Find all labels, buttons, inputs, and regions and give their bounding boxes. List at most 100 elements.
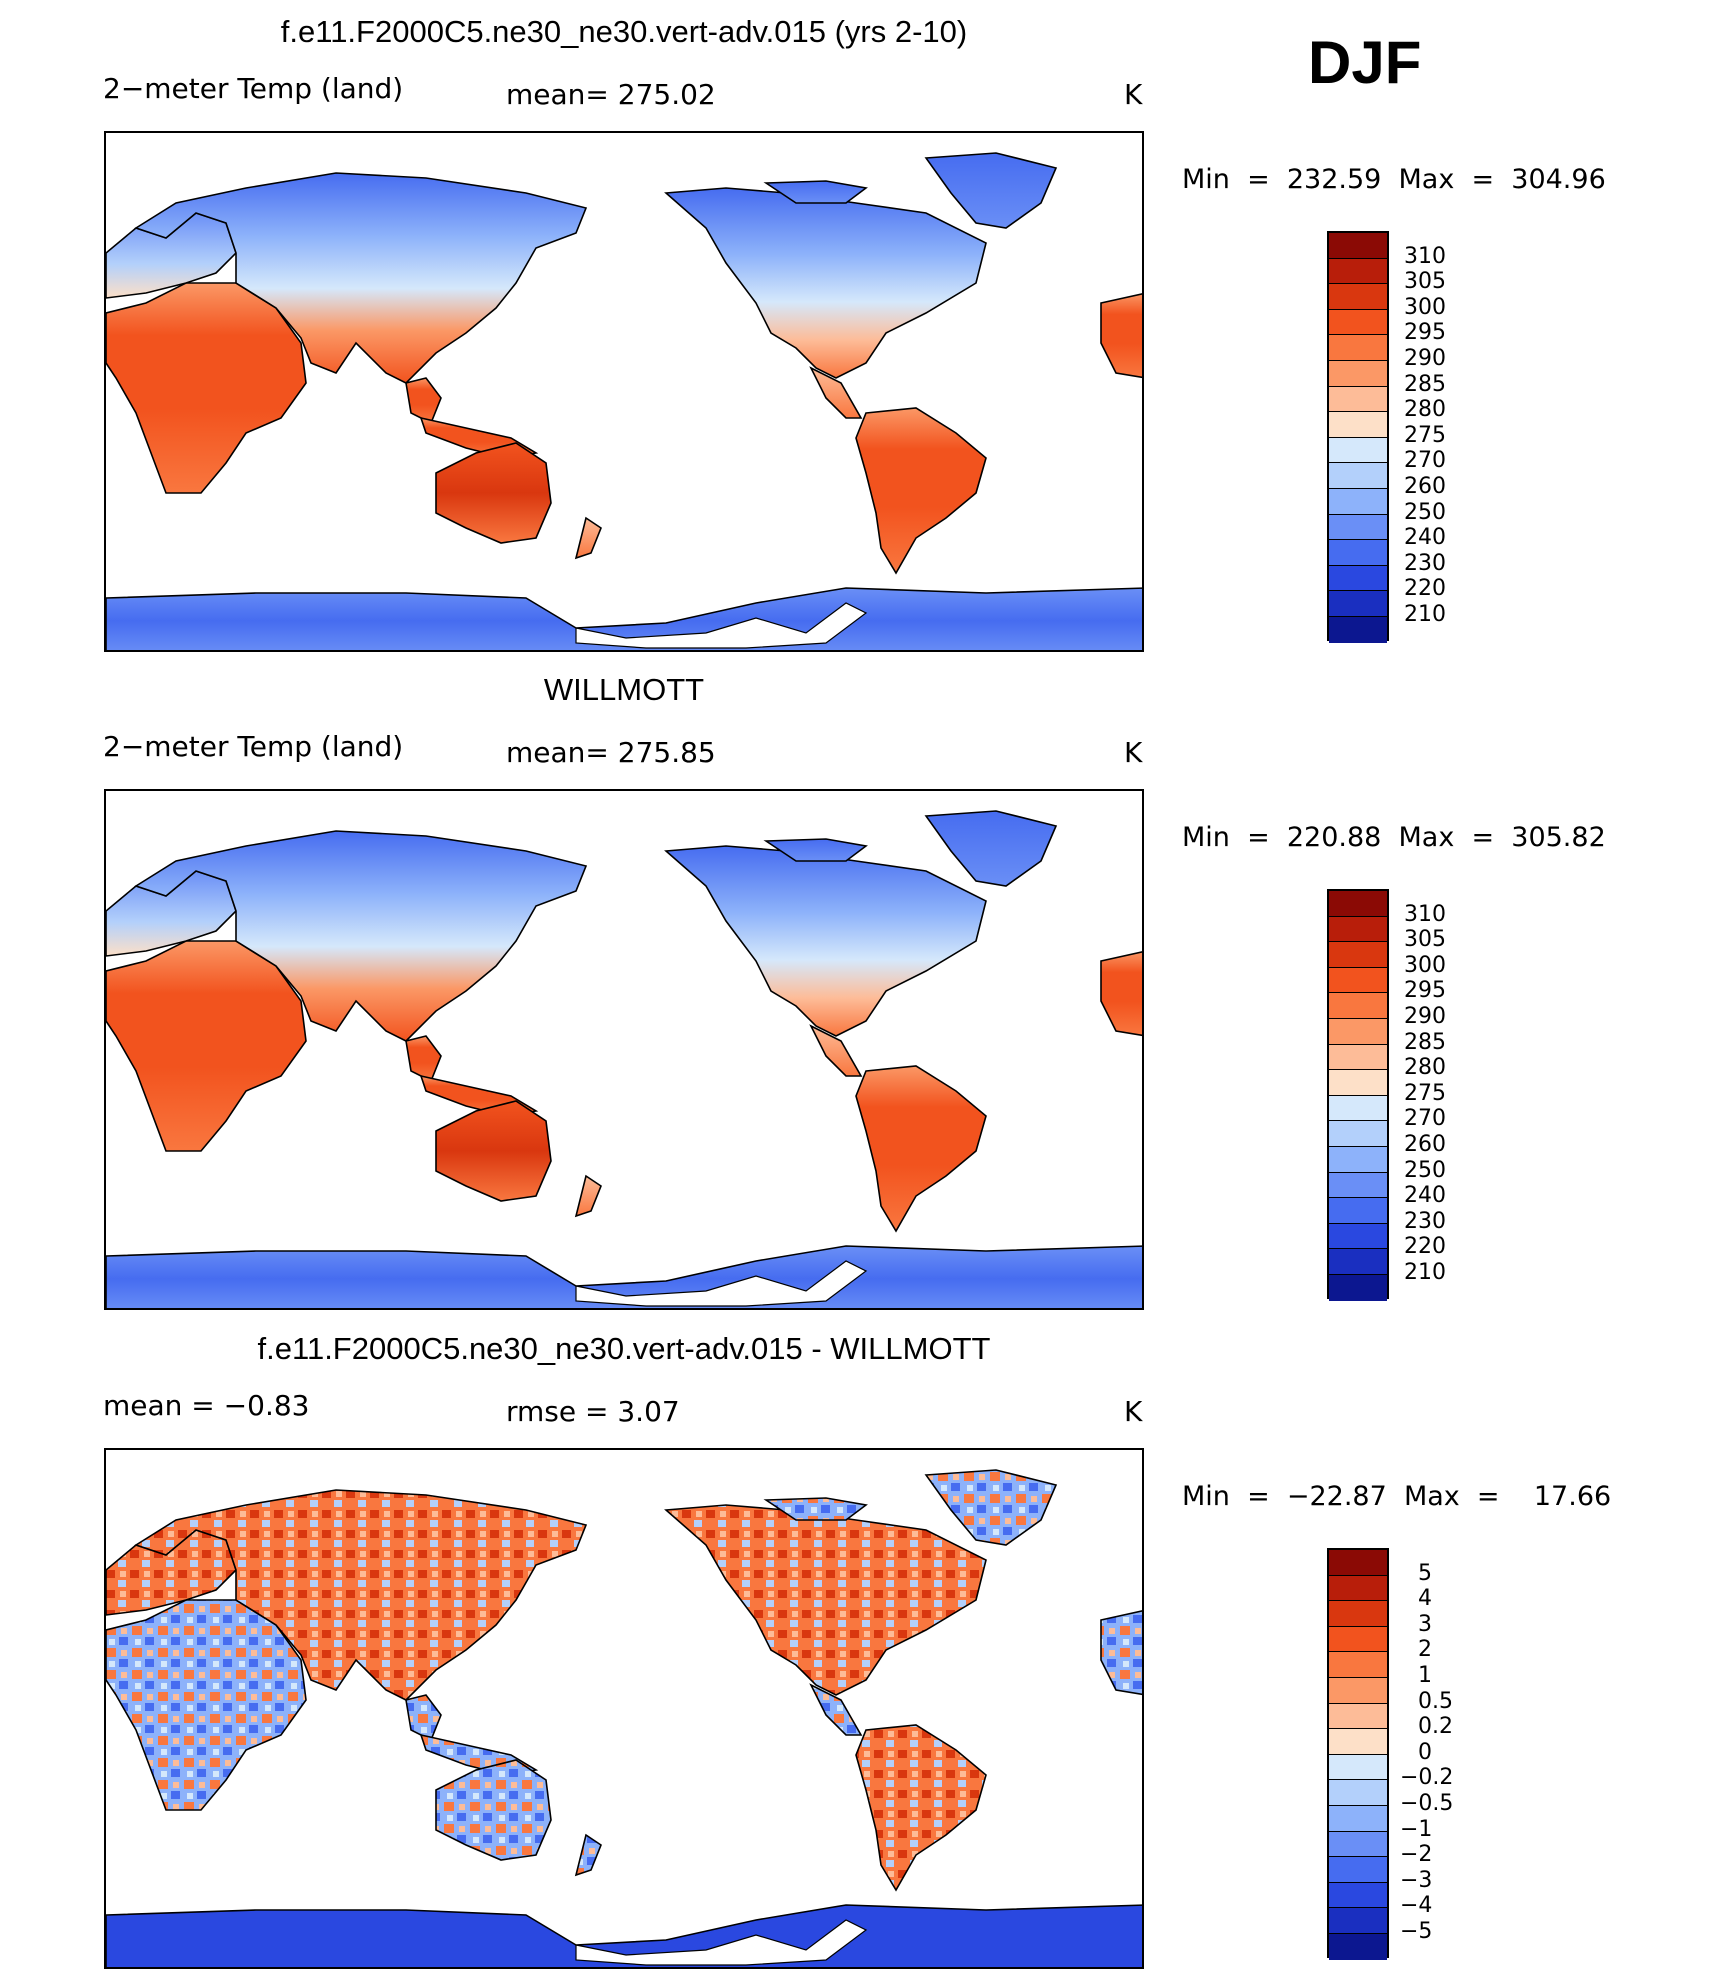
colorbar-tick-label: 295: [1404, 320, 1446, 346]
landmass-westafrica: [1100, 951, 1142, 1037]
landmass-arctic_islands: [763, 180, 868, 204]
colorbar-tick-label: 305: [1404, 927, 1446, 953]
panel-min-max: Min = 220.88 Max = 305.82: [1182, 822, 1606, 853]
panel-center-label: mean= 275.02: [506, 78, 716, 111]
panel-center-label: rmse = 3.07: [506, 1395, 680, 1428]
colorbar-swatch: [1329, 1805, 1387, 1832]
colorbar-swatch: [1329, 1274, 1387, 1301]
landmass-africa: [106, 940, 307, 1152]
colorbar-swatch: [1329, 1198, 1387, 1224]
landmass-newzealand: [574, 1833, 602, 1877]
panel-left-label: 2−meter Temp (land): [103, 730, 404, 763]
landmass-greenland: [924, 1469, 1058, 1546]
panel-units: K: [1124, 1395, 1143, 1428]
colorbar-swatch: [1329, 1550, 1387, 1576]
colorbar-swatch: [1329, 942, 1387, 968]
colorbar-swatch: [1329, 412, 1387, 438]
world-map: [104, 131, 1144, 652]
colorbar-tick-label: 3: [1418, 1611, 1432, 1637]
colorbar-tick-label: 0.2: [1418, 1714, 1453, 1740]
ross-ice-shelf: [575, 1260, 868, 1307]
colorbar-swatch: [1329, 1857, 1387, 1883]
landmass-centralamerica: [809, 366, 863, 419]
landmass-northamerica: [664, 845, 987, 1037]
colorbar-tick-label: 250: [1404, 1157, 1446, 1183]
colorbar: [1327, 1548, 1389, 1960]
colorbar-tick-label: 305: [1404, 269, 1446, 295]
landmass-asia: [134, 172, 588, 384]
landmass-australia: [435, 442, 552, 544]
colorbar-swatch: [1329, 891, 1387, 917]
season-label: DJF: [1308, 29, 1422, 96]
colorbar-tick-label: 240: [1404, 1183, 1446, 1209]
colorbar-swatch: [1329, 993, 1387, 1019]
colorbar-tick-label: 290: [1404, 346, 1446, 371]
colorbar-tick-label: 285: [1404, 1029, 1446, 1055]
colorbar: [1327, 231, 1389, 643]
panel-units: K: [1124, 78, 1143, 111]
colorbar-swatch: [1329, 1626, 1387, 1653]
colorbar-tick-label: 250: [1404, 499, 1446, 525]
panel-title: f.e11.F2000C5.ne30_ne30.vert-adv.015 - W…: [257, 1331, 991, 1366]
colorbar-tick-label: 1: [1418, 1663, 1432, 1688]
colorbar-swatch: [1329, 1703, 1387, 1730]
colorbar-tick-label: 240: [1404, 525, 1446, 551]
colorbar-tick-label: 0.5: [1418, 1688, 1453, 1714]
colorbar-tick-label: 310: [1404, 901, 1446, 927]
colorbar-swatch: [1329, 1146, 1387, 1173]
landmass-southamerica: [855, 407, 987, 575]
colorbar-swatch: [1329, 1652, 1387, 1678]
landmass-greenland: [924, 810, 1058, 887]
landmass-newzealand: [574, 516, 602, 560]
landmass-centralamerica: [809, 1024, 863, 1077]
colorbar-swatch: [1329, 233, 1387, 259]
landmass-northamerica: [664, 187, 987, 379]
colorbar-tick-label: 285: [1404, 371, 1446, 397]
colorbar-tick-label: 275: [1404, 1080, 1446, 1106]
colorbar-tick-label: 230: [1404, 1208, 1446, 1234]
colorbar-tick-label: −5: [1400, 1919, 1433, 1944]
world-map: [104, 1448, 1144, 1969]
landmass-africa: [106, 1599, 307, 1811]
colorbar-swatch: [1329, 1729, 1387, 1755]
colorbar-swatch: [1329, 335, 1387, 361]
ross-ice-shelf: [575, 602, 868, 649]
colorbar-tick-label: 300: [1404, 952, 1446, 978]
colorbar-swatch: [1329, 1882, 1387, 1909]
colorbar-tick-label: 290: [1404, 1004, 1446, 1029]
panel-center-label: mean= 275.85: [506, 736, 716, 769]
colorbar-swatch: [1329, 1908, 1387, 1934]
landmass-asia: [134, 830, 588, 1042]
colorbar-tick-label: 275: [1404, 422, 1446, 448]
colorbar-tick-label: 0: [1418, 1739, 1432, 1765]
colorbar-swatch: [1329, 916, 1387, 943]
colorbar-swatch: [1329, 1933, 1387, 1960]
panel-title: WILLMOTT: [543, 672, 705, 707]
colorbar-swatch: [1329, 591, 1387, 617]
colorbar-swatch: [1329, 540, 1387, 566]
panel-min-max: Min = 232.59 Max = 304.96: [1182, 164, 1606, 195]
colorbar-swatch: [1329, 565, 1387, 592]
colorbar-swatch: [1329, 1780, 1387, 1806]
colorbar-tick-label: 210: [1404, 602, 1446, 627]
panel-title: f.e11.F2000C5.ne30_ne30.vert-adv.015 (yr…: [280, 14, 968, 49]
colorbar-swatch: [1329, 284, 1387, 310]
landmass-asia: [134, 1489, 588, 1701]
landmass-arctic_islands: [763, 1497, 868, 1521]
map-canvas: [106, 152, 1142, 650]
map-canvas: [106, 1469, 1142, 1967]
colorbar-tick-label: 310: [1404, 243, 1446, 269]
colorbar-tick-label: 295: [1404, 978, 1446, 1004]
colorbar-tick-label: −0.2: [1400, 1765, 1454, 1791]
colorbar-tick-label: −1: [1400, 1816, 1433, 1842]
landmass-australia: [435, 1100, 552, 1202]
colorbar-tick-label: 4: [1418, 1586, 1432, 1612]
colorbar-swatch: [1329, 309, 1387, 336]
world-map: [104, 789, 1144, 1310]
colorbar-tick-label: 280: [1404, 1055, 1446, 1081]
landmass-southamerica: [855, 1724, 987, 1892]
colorbar-tick-label: −4: [1400, 1893, 1433, 1919]
colorbar-tick-label: 280: [1404, 397, 1446, 423]
colorbar-swatch: [1329, 1172, 1387, 1199]
landmass-northamerica: [664, 1504, 987, 1696]
